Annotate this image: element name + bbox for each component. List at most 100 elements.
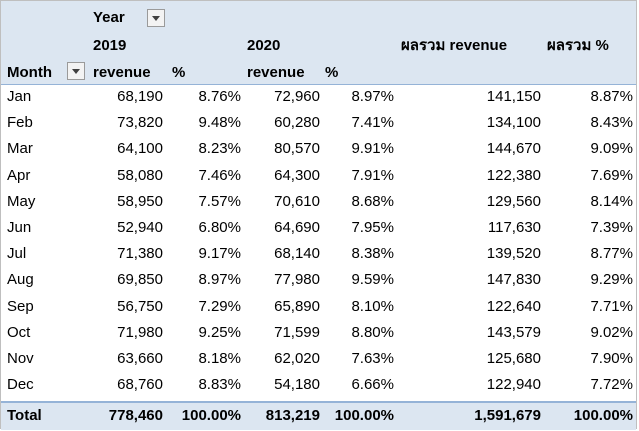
percent-2020-header: %: [325, 64, 339, 81]
percent-2019-cell: 9.17%: [198, 245, 241, 262]
month-cell: Oct: [7, 324, 31, 341]
revenue-2020-cell: 54,180: [274, 376, 320, 393]
table-row: Apr 58,080 7.46% 64,300 7.91% 122,380 7.69%: [1, 166, 636, 192]
revenue-2019-cell: 56,750: [117, 298, 163, 315]
revenue-2019-cell: 58,080: [117, 167, 163, 184]
year-2020-header: 2020: [247, 37, 281, 54]
sum-revenue-cell: 125,680: [486, 350, 541, 367]
total-sum-revenue: 1,591,679: [474, 407, 541, 424]
columns-filter-dropdown-icon[interactable]: [147, 9, 165, 27]
revenue-2020-cell: 71,599: [274, 324, 320, 341]
revenue-2020-cell: 64,690: [274, 219, 320, 236]
table-row: Oct 71,980 9.25% 71,599 8.80% 143,579 9.02%: [1, 323, 636, 349]
year-2019-header: 2019: [93, 37, 127, 54]
percent-2019-cell: 8.18%: [198, 350, 241, 367]
sum-revenue-cell: 144,670: [486, 140, 541, 157]
percent-2020-cell: 8.80%: [351, 324, 394, 341]
percent-2019-cell: 9.48%: [198, 114, 241, 131]
table-row: May 58,950 7.57% 70,610 8.68% 129,560 8.14%: [1, 192, 636, 218]
revenue-2019-cell: 68,760: [117, 376, 163, 393]
month-cell: Aug: [7, 271, 34, 288]
percent-2019-cell: 7.29%: [198, 298, 241, 315]
percent-2020-cell: 9.91%: [351, 140, 394, 157]
table-row: Jul 71,380 9.17% 68,140 8.38% 139,520 8.77%: [1, 244, 636, 270]
sum-percent-cell: 7.71%: [590, 298, 633, 315]
columns-field-label: Year: [93, 9, 125, 26]
sum-percent-cell: 8.14%: [590, 193, 633, 210]
month-cell: Feb: [7, 114, 33, 131]
total-label: Total: [7, 407, 42, 424]
total-percent-2019: 100.00%: [181, 407, 241, 424]
sum-percent-cell: 7.72%: [590, 376, 633, 393]
sum-percent-cell: 9.29%: [590, 271, 633, 288]
sum-revenue-cell: 143,579: [486, 324, 541, 341]
percent-2020-cell: 7.63%: [351, 350, 394, 367]
month-cell: May: [7, 193, 36, 210]
sum-revenue-cell: 129,560: [486, 193, 541, 210]
total-percent-2020: 100.00%: [334, 407, 394, 424]
revenue-2019-header: revenue: [93, 64, 151, 81]
sum-revenue-cell: 141,150: [486, 88, 541, 105]
month-cell: Jan: [7, 88, 32, 105]
revenue-2019-cell: 52,940: [117, 219, 163, 236]
sum-revenue-cell: 122,940: [486, 376, 541, 393]
sum-revenue-cell: 139,520: [486, 245, 541, 262]
sum-percent-cell: 8.43%: [590, 114, 633, 131]
revenue-2019-cell: 69,850: [117, 271, 163, 288]
revenue-2019-cell: 71,380: [117, 245, 163, 262]
month-cell: Apr: [7, 167, 31, 184]
percent-2019-cell: 8.23%: [198, 140, 241, 157]
month-cell: Nov: [7, 350, 34, 367]
total-revenue-2019: 778,460: [108, 407, 163, 424]
revenue-2020-cell: 68,140: [274, 245, 320, 262]
revenue-2019-cell: 71,980: [117, 324, 163, 341]
table-row: Aug 69,850 8.97% 77,980 9.59% 147,830 9.29%: [1, 270, 636, 296]
revenue-2020-cell: 80,570: [274, 140, 320, 157]
percent-2020-cell: 6.66%: [351, 376, 394, 393]
sum-revenue-cell: 122,380: [486, 167, 541, 184]
sum-percent-cell: 9.02%: [590, 324, 633, 341]
revenue-2020-cell: 64,300: [274, 167, 320, 184]
table-row: Feb 73,820 9.48% 60,280 7.41% 134,100 8.43%: [1, 113, 636, 139]
table-row: Dec 68,760 8.83% 54,180 6.66% 122,940 7.72%: [1, 375, 636, 401]
table-row: Nov 63,660 8.18% 62,020 7.63% 125,680 7.90%: [1, 349, 636, 375]
month-cell: Sep: [7, 298, 34, 315]
percent-2020-cell: 7.41%: [351, 114, 394, 131]
sum-percent-cell: 7.90%: [590, 350, 633, 367]
percent-2019-cell: 7.57%: [198, 193, 241, 210]
sum-revenue-cell: 147,830: [486, 271, 541, 288]
month-cell: Dec: [7, 376, 34, 393]
total-row: Total 778,460 100.00% 813,219 100.00% 1,…: [1, 401, 636, 430]
total-revenue-2020: 813,219: [265, 407, 320, 424]
percent-2020-cell: 8.38%: [351, 245, 394, 262]
revenue-2020-header: revenue: [247, 64, 305, 81]
sum-revenue-header: ผลรวม revenue: [401, 37, 508, 54]
percent-2020-cell: 7.95%: [351, 219, 394, 236]
percent-2019-cell: 8.83%: [198, 376, 241, 393]
percent-2019-cell: 9.25%: [198, 324, 241, 341]
percent-2019-cell: 7.46%: [198, 167, 241, 184]
percent-2019-cell: 6.80%: [198, 219, 241, 236]
revenue-2020-cell: 60,280: [274, 114, 320, 131]
revenue-2020-cell: 65,890: [274, 298, 320, 315]
percent-2019-cell: 8.97%: [198, 271, 241, 288]
sum-percent-cell: 7.69%: [590, 167, 633, 184]
revenue-2020-cell: 70,610: [274, 193, 320, 210]
rows-field-label: Month: [7, 64, 52, 81]
revenue-2020-cell: 72,960: [274, 88, 320, 105]
rows-filter-dropdown-icon[interactable]: [67, 62, 85, 80]
table-row: Jan 68,190 8.76% 72,960 8.97% 141,150 8.87%: [1, 87, 636, 113]
revenue-2020-cell: 77,980: [274, 271, 320, 288]
pivot-header: Year 2019 2020 ผลรวม revenue ผลรวม % Mon…: [1, 1, 636, 85]
percent-2020-cell: 7.91%: [351, 167, 394, 184]
revenue-2019-cell: 73,820: [117, 114, 163, 131]
sum-percent-header: ผลรวม %: [547, 37, 609, 54]
month-cell: Jul: [7, 245, 27, 262]
total-sum-percent: 100.00%: [573, 407, 633, 424]
revenue-2020-cell: 62,020: [274, 350, 320, 367]
table-row: Mar 64,100 8.23% 80,570 9.91% 144,670 9.09%: [1, 139, 636, 165]
revenue-2019-cell: 58,950: [117, 193, 163, 210]
percent-2020-cell: 9.59%: [351, 271, 394, 288]
sum-revenue-cell: 117,630: [487, 219, 541, 236]
